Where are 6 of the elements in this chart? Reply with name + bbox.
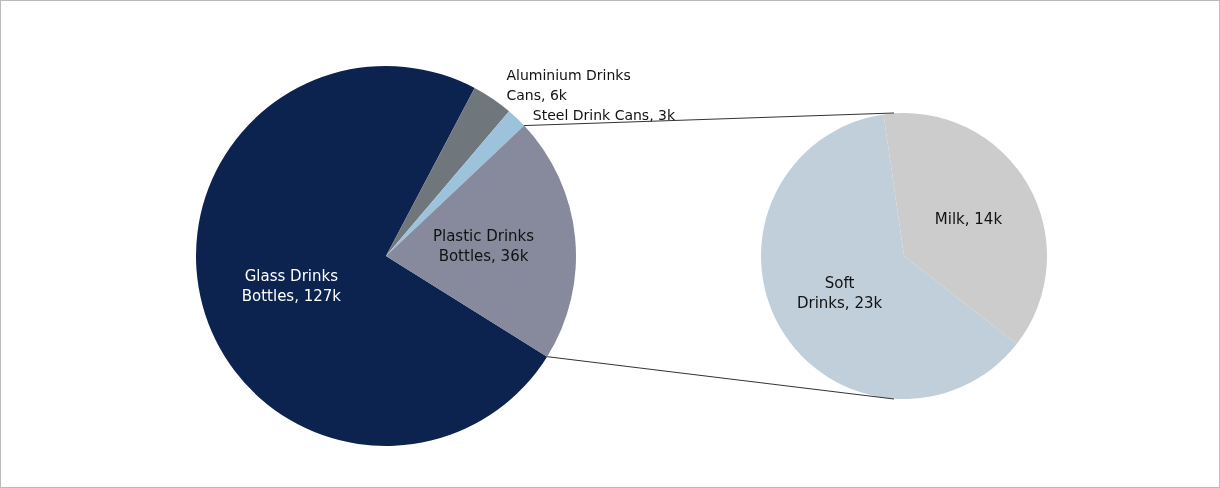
slice-label: Glass Drinks Bottles, 127k	[241, 267, 342, 306]
slice-label: Steel Drink Cans, 3k	[532, 107, 676, 124]
slice-label: Plastic Drinks Bottles, 36k	[432, 227, 535, 266]
slice-label: Aluminium Drinks Cans, 6k	[506, 67, 631, 104]
slice-label: Milk, 14k	[934, 209, 1003, 228]
slice-label: Soft Drinks, 23k	[796, 274, 883, 313]
